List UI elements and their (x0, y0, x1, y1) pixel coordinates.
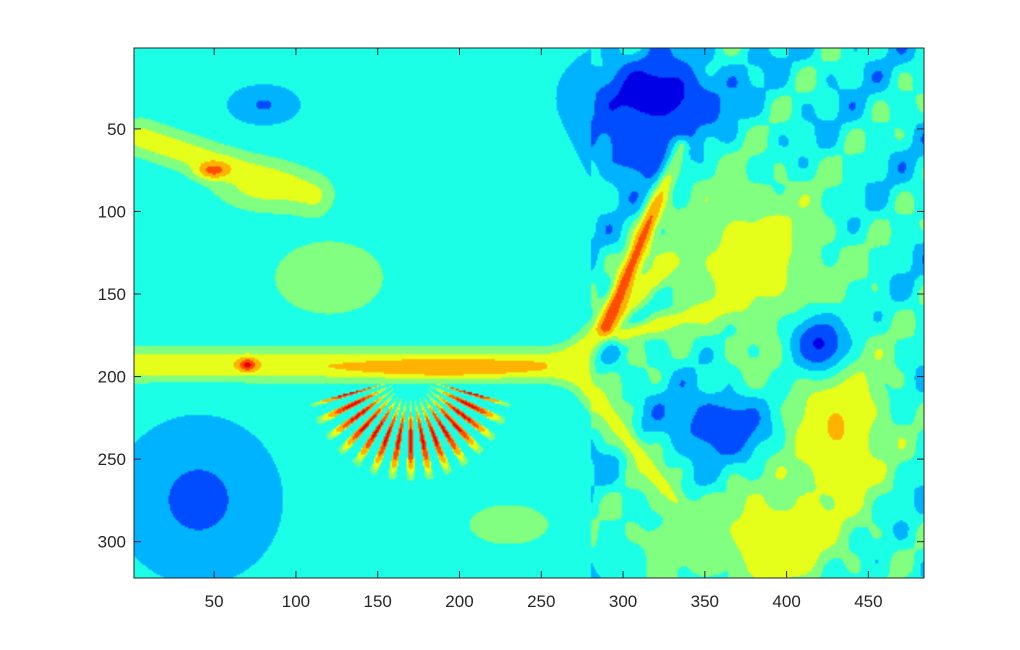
x-tick-label: 250 (527, 592, 555, 611)
x-tick-label: 450 (854, 592, 882, 611)
y-axis-ticks: 50 100 150 200 250 300 (98, 120, 924, 552)
x-tick-label: 300 (609, 592, 637, 611)
axes-box (133, 47, 925, 579)
y-tick-label: 300 (98, 533, 126, 552)
x-axis-ticks: 50 100 150 200 250 300 350 400 450 (205, 48, 883, 611)
x-tick-label: 100 (282, 592, 310, 611)
y-tick-label: 250 (98, 450, 126, 469)
x-tick-label: 400 (772, 592, 800, 611)
y-tick-label: 50 (107, 120, 126, 139)
x-tick-label: 150 (364, 592, 392, 611)
x-tick-label: 350 (691, 592, 719, 611)
x-tick-label: 50 (205, 592, 224, 611)
y-tick-label: 150 (98, 285, 126, 304)
x-tick-label: 200 (445, 592, 473, 611)
y-tick-label: 100 (98, 202, 126, 221)
y-tick-label: 200 (98, 368, 126, 387)
heatmap-image (134, 48, 924, 578)
